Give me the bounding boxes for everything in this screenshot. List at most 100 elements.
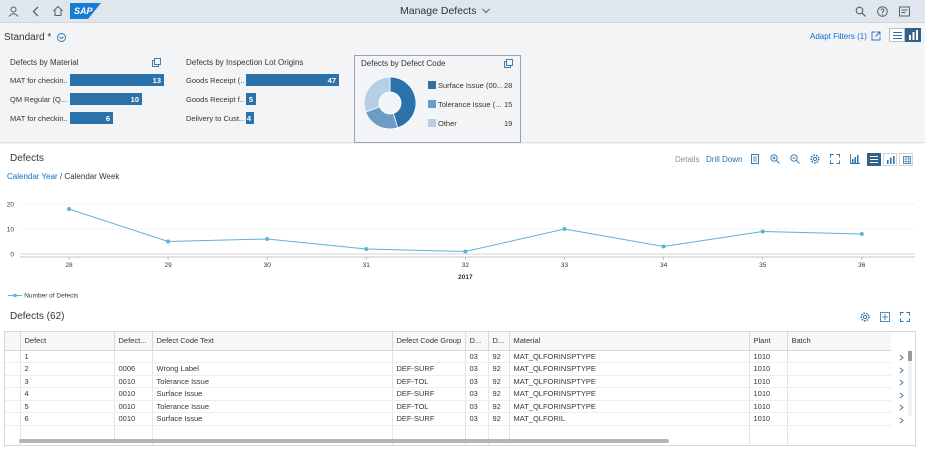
zoom-in-icon[interactable] [770, 154, 780, 164]
row-selector-header[interactable] [5, 332, 21, 351]
share-icon[interactable] [871, 31, 881, 41]
card-title: Defects by Defect Code [361, 59, 446, 68]
table-row[interactable]: 5 0010 Tolerance Issue DEF-TOL 03 92 MAT_QLFOR… [5, 400, 892, 413]
app-title-menu[interactable]: Manage Defects [400, 5, 520, 17]
help-icon[interactable] [877, 6, 888, 17]
row-selector[interactable] [5, 362, 21, 376]
bar-item[interactable]: Delivery to Cust... 4 [186, 111, 339, 125]
drill-down-button[interactable]: Drill Down [706, 155, 743, 164]
back-icon[interactable] [31, 6, 41, 17]
line-chart[interactable]: 20 10 0 28 29 30 31 32 33 34 35 36 2017 [0, 196, 925, 281]
open-dialog-icon[interactable] [504, 59, 513, 68]
horizontal-scrollbar[interactable] [19, 439, 669, 443]
table-view-button[interactable] [899, 153, 913, 166]
x-tick-label: 28 [65, 262, 73, 269]
bar-item[interactable]: MAT for checkin... 6 [10, 111, 164, 125]
table-cell: MAT_QLFORINSPTYPE [509, 350, 750, 363]
data-point[interactable] [760, 229, 765, 234]
breadcrumb-link-calendar-year[interactable]: Calendar Year [7, 172, 58, 181]
row-navigation-icon[interactable] [899, 379, 904, 386]
table-cell: Tolerance Issue [152, 375, 393, 388]
settings-icon[interactable] [810, 154, 820, 164]
donut-chart[interactable] [363, 76, 417, 130]
table-row[interactable]: 4 0010 Surface Issue DEF-SURF 03 92 MAT_QLFORI… [5, 387, 892, 401]
fullscreen-icon[interactable] [830, 154, 840, 164]
column-header[interactable]: D... [465, 332, 489, 351]
variant-management[interactable]: Standard * [4, 32, 66, 43]
data-point[interactable] [661, 244, 666, 249]
column-header[interactable]: Defect [20, 332, 115, 351]
column-header[interactable]: Defect Code Text [152, 332, 393, 351]
row-selector[interactable] [5, 400, 21, 413]
table-cell: 0006 [114, 362, 153, 376]
bar-item[interactable]: Goods Receipt f... 5 [186, 92, 339, 106]
user-icon[interactable] [8, 6, 19, 17]
donut-slice[interactable] [389, 76, 417, 129]
notifications-icon[interactable] [899, 6, 910, 17]
column-header[interactable]: Defect Code Group [392, 332, 466, 351]
table-cell: 5 [20, 400, 115, 413]
table-row[interactable]: 6 0010 Surface Issue DEF-SURF 03 92 MAT_QLFORI… [5, 412, 892, 426]
row-selector[interactable] [5, 375, 21, 388]
table-row[interactable]: 1 03 92 MAT_QLFORINSPTYPE 1010 [5, 350, 892, 363]
chart-legend[interactable]: Number of Defects [8, 291, 78, 300]
row-navigation-icon[interactable] [899, 391, 904, 399]
legend-label[interactable]: Tolerance Issue (... [438, 99, 502, 109]
vertical-scrollbar[interactable] [908, 351, 912, 416]
column-header[interactable]: Defect... [114, 332, 153, 351]
open-dialog-icon[interactable] [152, 58, 161, 67]
details-button[interactable]: Details [675, 155, 700, 164]
data-point[interactable] [364, 247, 369, 251]
table-row[interactable]: 2 0006 Wrong Label DEF-SURF 03 92 MAT_QLFORINS… [5, 362, 892, 376]
table-cell: 92 [488, 412, 510, 426]
card-defects-by-defect-code[interactable]: Defects by Defect Code Surface Issue (00… [354, 55, 521, 143]
bar-value: 4 [246, 113, 251, 123]
search-icon[interactable] [855, 6, 866, 17]
data-point[interactable] [265, 237, 270, 241]
donut-slice[interactable] [363, 76, 391, 113]
chart-view-button[interactable] [883, 153, 897, 166]
bar-item[interactable]: MAT for checkin... 13 [10, 73, 164, 87]
data-point[interactable] [67, 207, 71, 211]
home-icon[interactable] [52, 5, 64, 17]
card-defects-by-lot-origins[interactable]: Defects by Inspection Lot Origins Goods … [186, 58, 341, 148]
chart-type-icon[interactable] [850, 154, 860, 164]
table-fullscreen-icon[interactable] [900, 312, 910, 322]
table-row[interactable]: 3 0010 Tolerance Issue DEF-TOL 03 92 MAT_QLFOR… [5, 375, 892, 388]
row-navigation-icon[interactable] [899, 354, 904, 361]
export-icon[interactable] [880, 312, 890, 322]
bar-item[interactable]: QM Regular (Q... 10 [10, 92, 164, 106]
document-icon[interactable] [751, 154, 759, 164]
table-cell: Tolerance Issue [152, 400, 393, 413]
row-navigation-icon[interactable] [899, 366, 904, 374]
row-selector[interactable] [5, 412, 21, 426]
data-point[interactable] [463, 249, 468, 254]
list-icon [893, 32, 902, 39]
column-header[interactable]: Plant [749, 332, 788, 351]
table-settings-icon[interactable] [860, 312, 870, 322]
column-header[interactable]: D... [488, 332, 510, 351]
card-defects-by-material[interactable]: Defects by Material MAT for checkin... 1… [10, 58, 164, 148]
legend-label[interactable]: Surface Issue (00... [438, 80, 504, 90]
data-point[interactable] [166, 239, 171, 244]
row-navigation-icon[interactable] [899, 416, 904, 424]
chart-and-table-view-button[interactable] [867, 153, 881, 166]
chart-table-icon [870, 156, 878, 163]
legend-label[interactable]: Other [438, 118, 457, 128]
table-cell: 03 [465, 350, 489, 363]
x-tick-label: 32 [462, 262, 470, 269]
app-title: Manage Defects [400, 5, 477, 17]
bar-item[interactable]: Goods Receipt (... 47 [186, 73, 339, 87]
visual-filter-toggle[interactable] [905, 28, 921, 42]
column-header[interactable]: Batch [787, 332, 892, 351]
row-selector[interactable] [5, 350, 21, 363]
row-navigation-icon[interactable] [899, 404, 904, 411]
column-header[interactable]: Material [509, 332, 750, 351]
zoom-out-icon[interactable] [790, 154, 800, 164]
row-selector[interactable] [5, 387, 21, 401]
adapt-filters-button[interactable]: Adapt Filters (1) [810, 32, 867, 41]
data-point[interactable] [859, 232, 864, 236]
filter-view-toggle[interactable] [889, 28, 905, 42]
bar-value: 13 [152, 75, 161, 85]
data-point[interactable] [562, 227, 567, 231]
